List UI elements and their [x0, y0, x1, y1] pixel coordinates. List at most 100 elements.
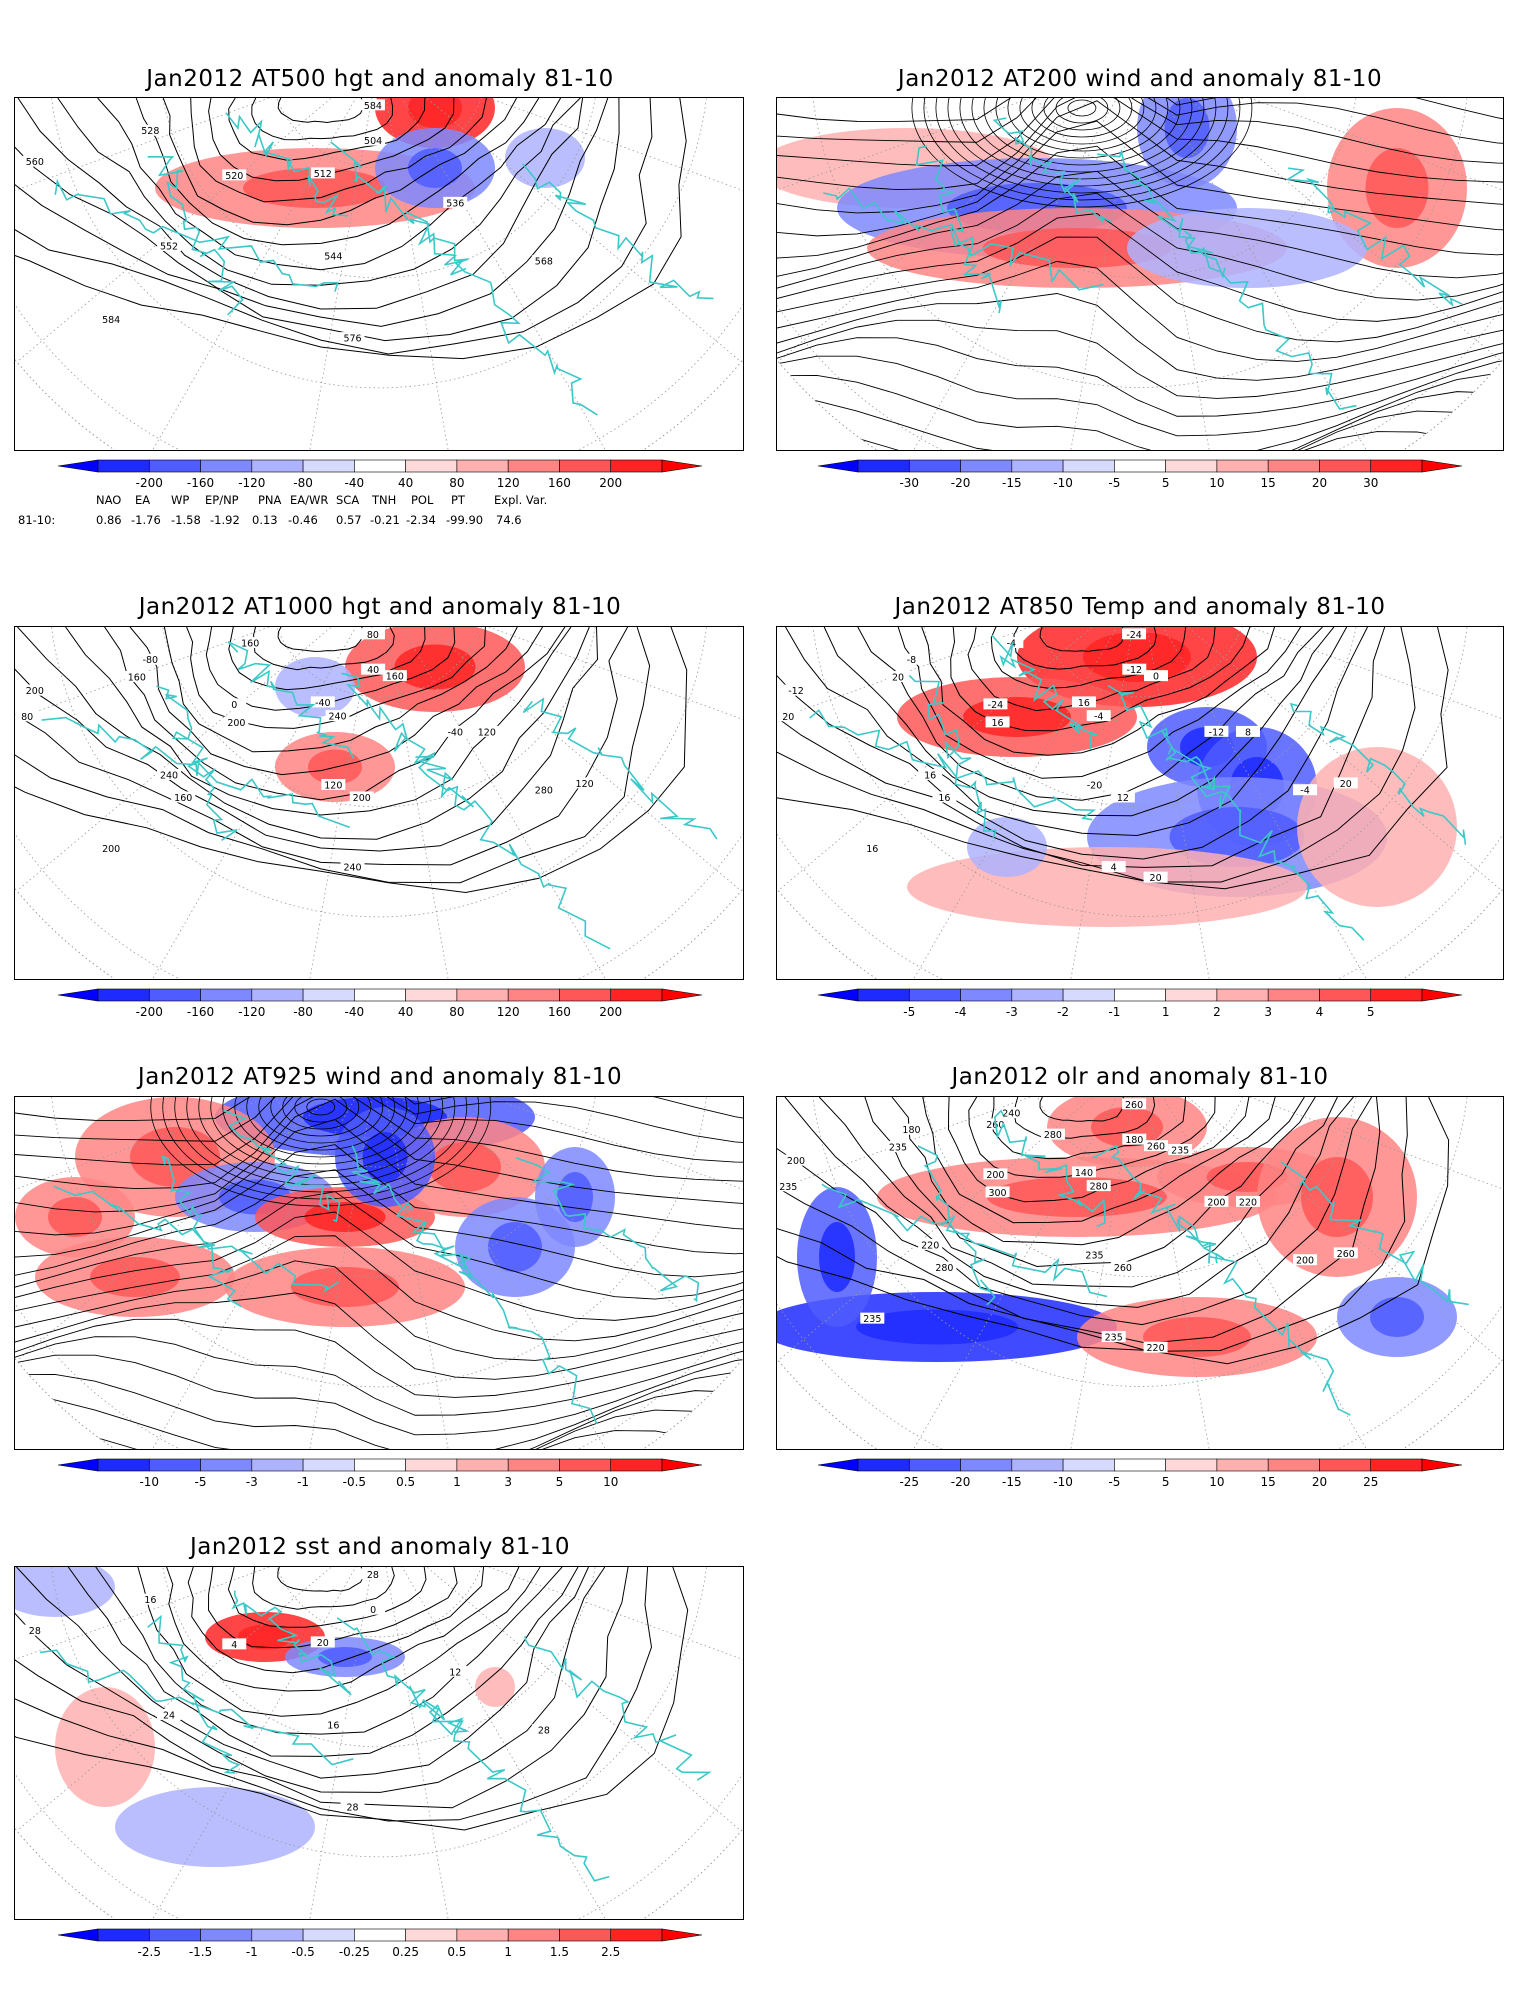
- streamline: [777, 391, 1503, 450]
- colorbar-tick-label: -20: [951, 1475, 971, 1489]
- contour-label-bg: [349, 791, 374, 803]
- streamline: [15, 1118, 743, 1236]
- vortex-streamline: [270, 1097, 372, 1137]
- panel-at200-wind: Jan2012 AT200 wind and anomaly 81-10 -30…: [760, 0, 1520, 560]
- contour-line: [15, 627, 629, 866]
- coastline: [809, 709, 1097, 821]
- contour-label-bg: [777, 710, 801, 722]
- streamline: [777, 170, 1503, 279]
- contour-label-bg: [157, 239, 182, 251]
- colorbar-left-arrow: [57, 1928, 99, 1942]
- vortex-streamline: [995, 98, 1169, 159]
- hemispheric-map-icon: -24-1216-24-8-12-2016-12-4416-40-4162081…: [777, 627, 1503, 979]
- colorbar-tick-label: 10: [1209, 1475, 1224, 1489]
- colorbar-segment: [1216, 459, 1269, 473]
- contour-label-bg: [899, 653, 924, 665]
- vortex-streamline: [234, 1097, 408, 1158]
- vortex-streamline: [935, 98, 1229, 194]
- contour-label-bg: [1101, 861, 1126, 873]
- contour-line: [252, 1567, 395, 1610]
- map-olr: 260 180 140 200 180 200 235 220 200 200 235 235 240 2…: [776, 1096, 1504, 1450]
- colorbar-segment: [97, 1928, 150, 1942]
- contour-label-bg: [932, 1261, 957, 1273]
- colorbar-segment: [354, 988, 406, 1002]
- colorbar-left-arrow: [57, 988, 99, 1002]
- colorbar-tick-label: 4: [1316, 1005, 1324, 1019]
- colorbar-tick-label: -0.5: [343, 1475, 366, 1489]
- vortex-streamline: [947, 98, 1217, 187]
- contour-label: 220: [1147, 1343, 1165, 1354]
- contour-line: [253, 627, 395, 671]
- contour-label-bg: [1082, 778, 1107, 790]
- streamline: [15, 1097, 743, 1190]
- streamline: [777, 145, 1503, 259]
- colorbar-segment: [908, 988, 961, 1002]
- colorbar-segment: [148, 459, 201, 473]
- contour-label: 12: [449, 1667, 461, 1678]
- contour-label-bg: [361, 1603, 386, 1615]
- contour-label: 20: [892, 673, 904, 684]
- colorbar-tick-label: 25: [1363, 1475, 1378, 1489]
- contour-label-bg: [340, 1801, 365, 1813]
- contour-line: [277, 627, 364, 652]
- coastline: [515, 1157, 700, 1303]
- streamline: [777, 100, 1503, 214]
- contour-label-bg: [783, 1154, 808, 1166]
- colorbar-segment: [200, 988, 253, 1002]
- hemispheric-map-icon: 80 40 -40 0 -80 -40 120 240 200 280 240 200 160 160 24…: [15, 627, 743, 979]
- streamline: [15, 1354, 743, 1436]
- contour-label: 40: [367, 665, 379, 676]
- contour-label-bg: [999, 1107, 1024, 1119]
- colorbar-segment: [1370, 459, 1423, 473]
- contour-label-bg: [157, 768, 182, 780]
- colorbar-segment: [302, 1928, 355, 1942]
- contour-label: 520: [225, 171, 243, 182]
- vortex-streamline: [1043, 98, 1121, 131]
- contour-label-bg: [999, 637, 1024, 649]
- vortex-streamline: [198, 1097, 444, 1179]
- anomaly-core: [130, 1127, 220, 1187]
- colorbar-tick-label: -0.25: [339, 1945, 370, 1959]
- colorbar-tick-label: -2: [1057, 1005, 1069, 1019]
- vortex-streamline: [174, 1097, 468, 1193]
- streamline: [15, 1097, 743, 1124]
- contour-line: [163, 627, 518, 753]
- contour-label: 16: [938, 793, 950, 804]
- contour-label-bg: [1086, 1180, 1111, 1192]
- streamline: [777, 120, 1503, 237]
- colorbar-tick-label: 5: [1162, 1475, 1170, 1489]
- anomaly-core: [1164, 98, 1210, 158]
- colorbar-tick-label: 120: [497, 1005, 520, 1019]
- contour-line: [277, 98, 365, 124]
- contour-line: [777, 1097, 1408, 1352]
- teleconnection-value: 0.13: [252, 513, 278, 527]
- streamline: [777, 337, 1503, 417]
- colorbar-right-arrow: [661, 988, 703, 1002]
- teleconnection-value: -2.34: [406, 513, 436, 527]
- colorbar-tick-label: -10: [1053, 476, 1073, 490]
- contour-label: 240: [1002, 1109, 1020, 1120]
- anomaly-core: [90, 1257, 180, 1297]
- colorbar-segment: [559, 1458, 612, 1472]
- coastline: [1097, 148, 1226, 280]
- colorbar-tick-label: -80: [293, 476, 313, 490]
- contour-label-bg: [222, 698, 247, 710]
- contour-label-bg: [932, 791, 957, 803]
- contour-label: 16: [924, 770, 936, 781]
- contour-label: -40: [315, 698, 331, 709]
- colorbar-segment: [507, 1458, 560, 1472]
- colorbar-left-arrow: [817, 459, 859, 473]
- contour-label-bg: [99, 313, 124, 325]
- streamline: [15, 1098, 743, 1213]
- panel-title: Jan2012 olr and anomaly 81-10: [951, 1064, 1329, 1090]
- vortex-streamline: [306, 1098, 336, 1116]
- contour-label-bg: [983, 1168, 1008, 1180]
- contour-label: 200: [1296, 1256, 1314, 1267]
- teleconnection-value: 0.57: [336, 513, 362, 527]
- contour-label: 200: [1207, 1197, 1225, 1208]
- contour-label: 0: [231, 700, 237, 711]
- contour-label-bg: [1235, 1195, 1260, 1207]
- contour-label-bg: [918, 1238, 943, 1250]
- colorbar-tick-label: 20: [1312, 476, 1327, 490]
- contour-line: [1013, 627, 1157, 670]
